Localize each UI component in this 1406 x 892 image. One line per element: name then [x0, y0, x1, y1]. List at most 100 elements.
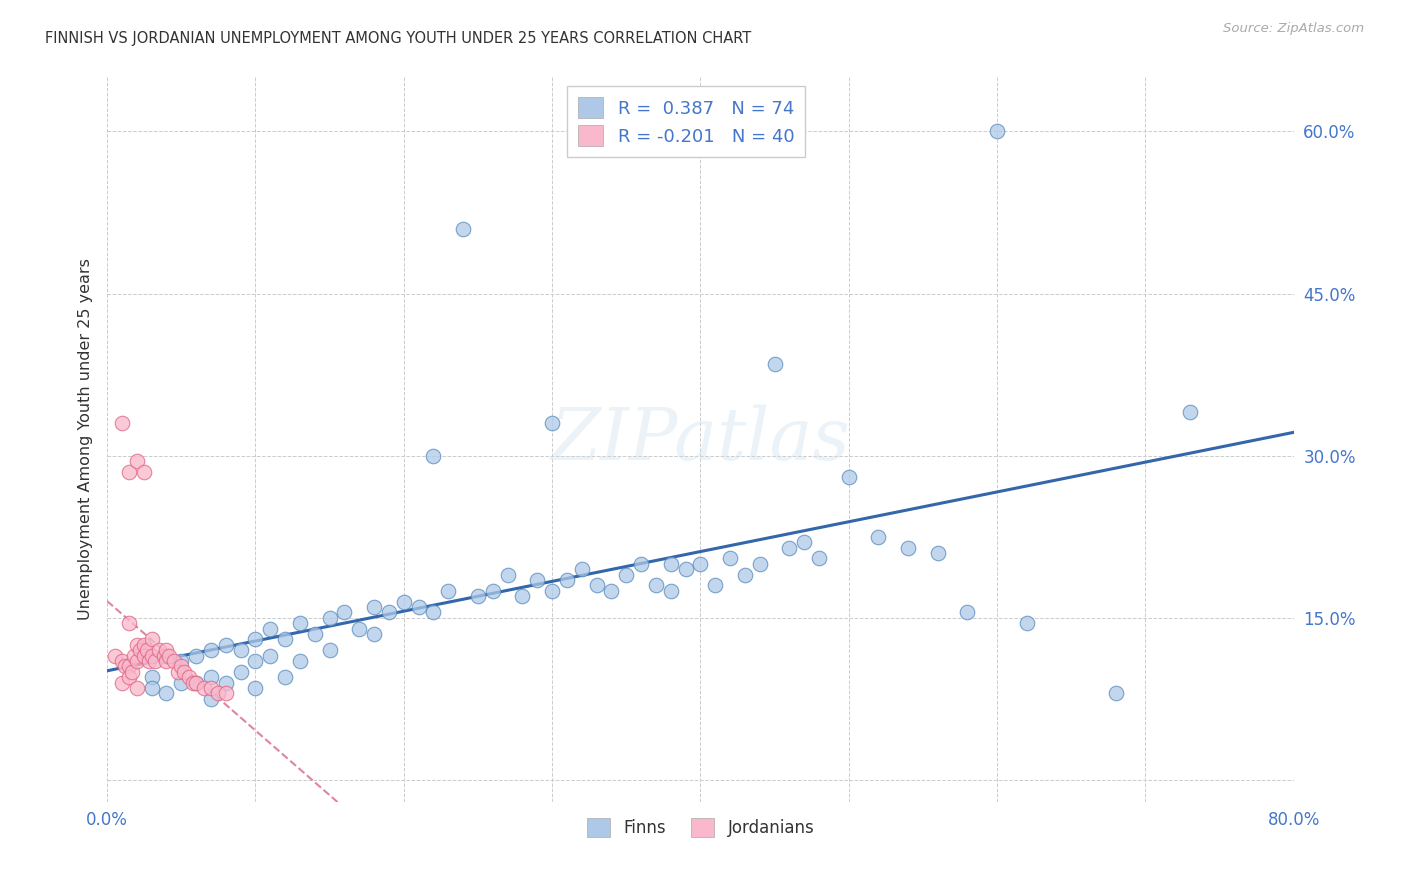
Point [718, 551, 741, 566]
Point [288, 654, 311, 668]
Point [541, 417, 564, 431]
Point [645, 578, 668, 592]
Point [422, 606, 444, 620]
Point [378, 606, 401, 620]
Point [134, 648, 156, 663]
Point [181, 675, 204, 690]
Point [118, 659, 141, 673]
Point [704, 578, 727, 592]
Point [138, 654, 160, 668]
Point [541, 583, 564, 598]
Point [349, 622, 371, 636]
Point [630, 557, 652, 571]
Point [136, 643, 159, 657]
Point [481, 583, 503, 598]
Point [748, 557, 770, 571]
Point [207, 686, 229, 700]
Point [155, 648, 177, 663]
Point [186, 675, 208, 690]
Point [778, 541, 800, 555]
Point [333, 606, 356, 620]
Point [128, 643, 150, 657]
Point [170, 659, 193, 673]
Point [585, 578, 607, 592]
Point [167, 665, 190, 679]
Point [141, 648, 163, 663]
Point [125, 654, 148, 668]
Point [274, 670, 297, 684]
Point [193, 681, 215, 695]
Point [467, 589, 489, 603]
Point [125, 681, 148, 695]
Point [125, 454, 148, 468]
Point [200, 670, 222, 684]
Point [392, 594, 415, 608]
Point [318, 611, 340, 625]
Point [163, 654, 186, 668]
Point [155, 686, 177, 700]
Point [200, 681, 222, 695]
Point [215, 686, 238, 700]
Point [868, 530, 890, 544]
Point [200, 692, 222, 706]
Point [118, 670, 141, 684]
Point [288, 616, 311, 631]
Point [659, 557, 682, 571]
Text: Source: ZipAtlas.com: Source: ZipAtlas.com [1223, 22, 1364, 36]
Point [956, 606, 979, 620]
Point [496, 567, 519, 582]
Point [103, 648, 125, 663]
Point [170, 654, 193, 668]
Point [986, 124, 1008, 138]
Point [215, 638, 238, 652]
Text: FINNISH VS JORDANIAN UNEMPLOYMENT AMONG YOUTH UNDER 25 YEARS CORRELATION CHART: FINNISH VS JORDANIAN UNEMPLOYMENT AMONG … [45, 31, 751, 46]
Point [111, 417, 134, 431]
Point [838, 470, 860, 484]
Point [571, 562, 593, 576]
Point [186, 675, 208, 690]
Point [689, 557, 711, 571]
Point [159, 648, 181, 663]
Point [363, 600, 385, 615]
Point [437, 583, 460, 598]
Point [526, 573, 548, 587]
Point [134, 648, 156, 663]
Point [152, 648, 174, 663]
Point [793, 535, 815, 549]
Point [141, 670, 163, 684]
Point [1178, 405, 1201, 419]
Point [111, 675, 134, 690]
Point [141, 681, 163, 695]
Point [897, 541, 920, 555]
Point [245, 654, 267, 668]
Point [600, 583, 623, 598]
Text: ZIPatlas: ZIPatlas [551, 404, 851, 475]
Point [143, 654, 166, 668]
Point [1104, 686, 1126, 700]
Point [734, 567, 756, 582]
Point [259, 648, 281, 663]
Point [422, 449, 444, 463]
Point [763, 357, 786, 371]
Point [614, 567, 637, 582]
Point [245, 632, 267, 647]
Point [121, 665, 143, 679]
Point [318, 643, 340, 657]
Point [245, 681, 267, 695]
Point [134, 465, 156, 479]
Point [259, 622, 281, 636]
Point [173, 665, 195, 679]
Point [1015, 616, 1038, 631]
Point [659, 583, 682, 598]
Point [229, 643, 252, 657]
Point [408, 600, 430, 615]
Point [555, 573, 578, 587]
Point [134, 638, 156, 652]
Point [155, 654, 177, 668]
Point [177, 670, 200, 684]
Point [200, 643, 222, 657]
Point [215, 675, 238, 690]
Point [148, 643, 170, 657]
Point [808, 551, 831, 566]
Point [927, 546, 949, 560]
